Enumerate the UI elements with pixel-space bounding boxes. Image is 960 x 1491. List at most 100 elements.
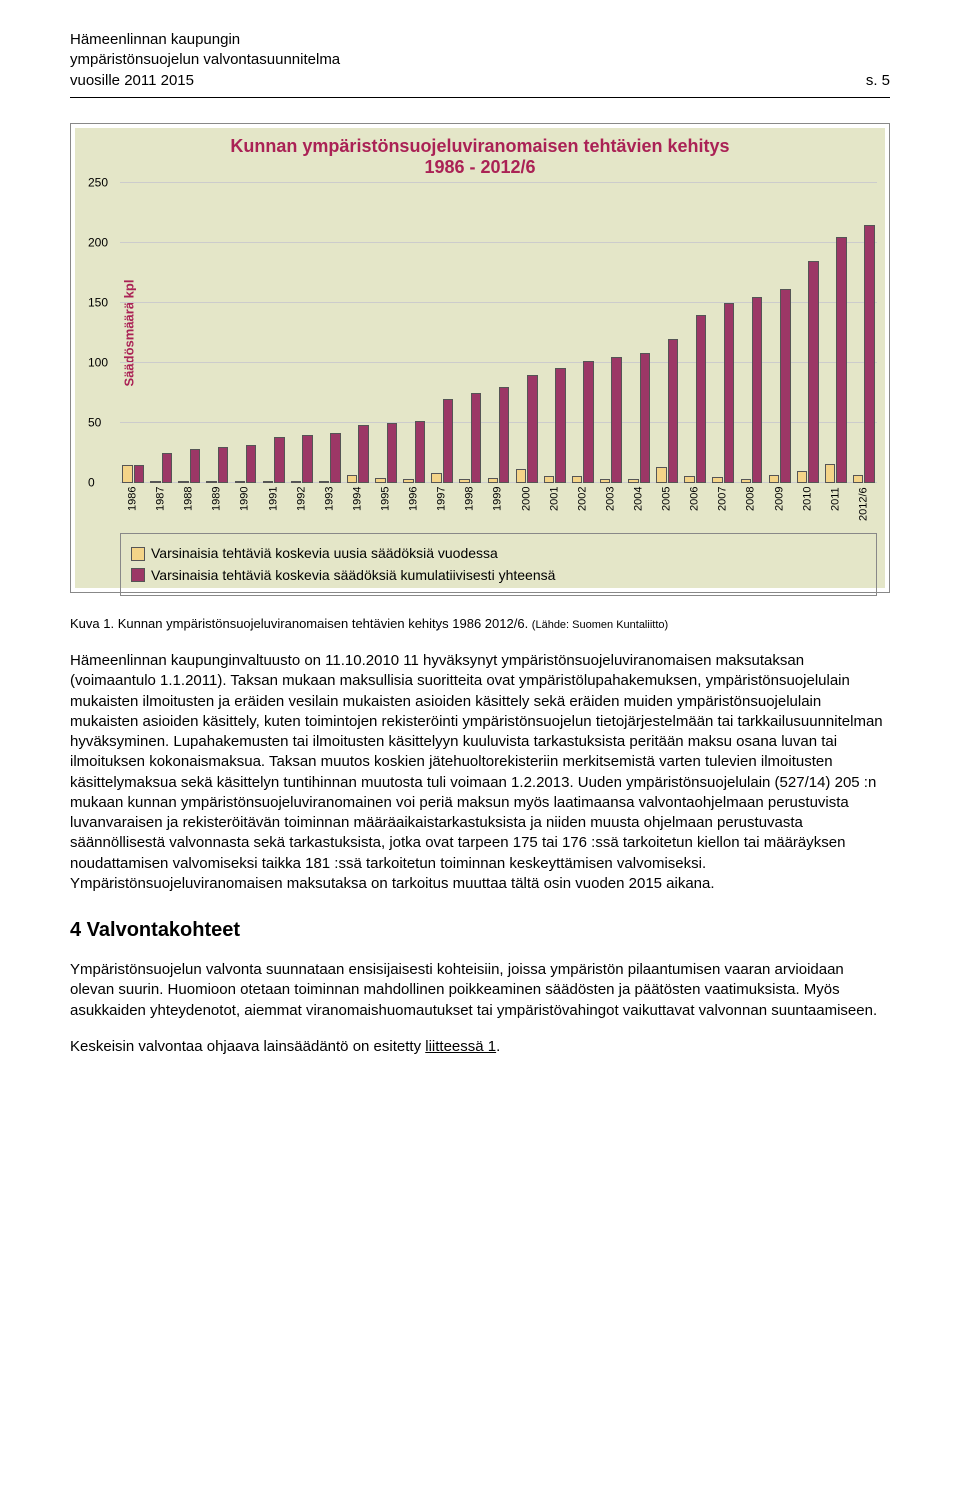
x-tick-label: 1997 <box>429 487 455 527</box>
bar <box>459 479 469 483</box>
bar <box>712 477 722 483</box>
bar <box>769 475 779 483</box>
y-tick-label: 150 <box>88 295 108 312</box>
bar-group <box>232 183 258 483</box>
x-tick-label: 2001 <box>542 487 568 527</box>
bar <box>431 473 441 483</box>
bar <box>358 425 368 483</box>
bar <box>527 375 537 483</box>
x-tick-label: 1995 <box>373 487 399 527</box>
x-tick-label: 1988 <box>176 487 202 527</box>
bar-group <box>823 183 849 483</box>
x-tick-label: 2012/6 <box>851 487 877 527</box>
x-tick-label: 1999 <box>485 487 511 527</box>
caption-text: Kuva 1. Kunnan ympäristönsuojeluviranoma… <box>70 616 532 631</box>
bar-group <box>373 183 399 483</box>
bar <box>583 361 593 483</box>
body3-suffix: . <box>496 1038 500 1055</box>
x-tick-label: 2008 <box>738 487 764 527</box>
bar <box>218 447 228 483</box>
bar-group <box>317 183 343 483</box>
bar-group <box>795 183 821 483</box>
x-tick-label: 1987 <box>148 487 174 527</box>
bar <box>853 475 863 483</box>
bar-group <box>176 183 202 483</box>
x-tick-label: 2009 <box>767 487 793 527</box>
bar <box>263 481 273 483</box>
bar <box>611 357 621 483</box>
legend-swatch <box>131 547 145 561</box>
bar-group <box>120 183 146 483</box>
section-heading: 4 Valvontakohteet <box>70 916 890 944</box>
bar <box>684 476 694 483</box>
bar <box>572 476 582 483</box>
chart-title: Kunnan ympäristönsuojeluviranomaisen teh… <box>75 128 885 183</box>
x-tick-label: 2000 <box>514 487 540 527</box>
bar <box>162 453 172 483</box>
bar <box>178 481 188 483</box>
legend-label: Varsinaisia tehtäviä koskevia uusia sääd… <box>151 544 498 564</box>
bar-group <box>654 183 680 483</box>
bar <box>825 464 835 483</box>
chart-plot-area: Säädösmäärä kpl050100150200250 <box>120 183 877 483</box>
bar-group <box>429 183 455 483</box>
bar-group <box>457 183 483 483</box>
bar <box>516 469 526 483</box>
body-paragraph-3: Keskeisin valvontaa ohjaava lainsäädäntö… <box>70 1037 890 1057</box>
header-line1: Hämeenlinnan kaupungin <box>70 30 340 50</box>
legend-row: Varsinaisia tehtäviä koskevia säädöksiä … <box>131 566 866 586</box>
bar-group <box>851 183 877 483</box>
x-tick-label: 2010 <box>795 487 821 527</box>
appendix-link[interactable]: liitteessä 1 <box>425 1038 496 1055</box>
bar-group <box>485 183 511 483</box>
chart-container: Kunnan ympäristönsuojeluviranomaisen teh… <box>70 123 890 593</box>
chart-caption: Kuva 1. Kunnan ympäristönsuojeluviranoma… <box>70 615 890 633</box>
y-tick-label: 250 <box>88 175 108 192</box>
y-tick-label: 0 <box>88 475 95 492</box>
legend-swatch <box>131 568 145 582</box>
x-tick-label: 2011 <box>823 487 849 527</box>
bar <box>190 449 200 483</box>
bar <box>206 481 216 483</box>
bar-group <box>710 183 736 483</box>
bar <box>544 476 554 483</box>
bar <box>724 303 734 483</box>
bar-group <box>626 183 652 483</box>
bar-group <box>204 183 230 483</box>
x-tick-label: 2004 <box>626 487 652 527</box>
body3-prefix: Keskeisin valvontaa ohjaava lainsäädäntö… <box>70 1038 425 1055</box>
bar <box>864 225 874 483</box>
bar-group <box>289 183 315 483</box>
bar <box>752 297 762 483</box>
bar <box>640 353 650 483</box>
bar <box>134 465 144 483</box>
x-tick-label: 1991 <box>261 487 287 527</box>
bar <box>471 393 481 483</box>
y-tick-label: 50 <box>88 415 101 432</box>
x-tick-label: 2003 <box>598 487 624 527</box>
y-tick-label: 200 <box>88 235 108 252</box>
bar <box>741 479 751 483</box>
bar-group <box>542 183 568 483</box>
bar <box>600 479 610 483</box>
page-number: s. 5 <box>866 70 890 91</box>
x-tick-label: 1996 <box>401 487 427 527</box>
x-tick-label: 1986 <box>120 487 146 527</box>
legend-label: Varsinaisia tehtäviä koskevia säädöksiä … <box>151 566 555 586</box>
body-paragraph-1: Hämeenlinnan kaupunginvaltuusto on 11.10… <box>70 651 890 894</box>
bar-group <box>570 183 596 483</box>
x-tick-label: 1990 <box>232 487 258 527</box>
bar <box>274 437 284 483</box>
bar-group <box>345 183 371 483</box>
bar <box>488 478 498 483</box>
bar <box>628 479 638 483</box>
x-tick-label: 2002 <box>570 487 596 527</box>
bar-group <box>598 183 624 483</box>
bar <box>499 387 509 483</box>
bar <box>375 478 385 483</box>
chart-inner: Kunnan ympäristönsuojeluviranomaisen teh… <box>75 128 885 588</box>
bar <box>122 465 132 483</box>
bar-group <box>682 183 708 483</box>
x-tick-label: 1994 <box>345 487 371 527</box>
bar-group <box>401 183 427 483</box>
